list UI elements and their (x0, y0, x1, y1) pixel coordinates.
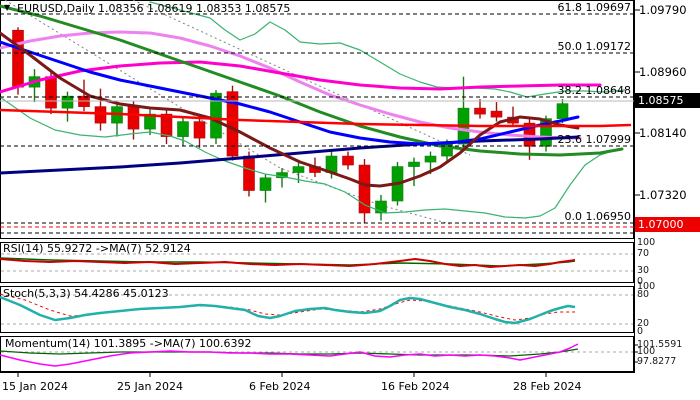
mom-scale-100: 100 (637, 346, 656, 357)
rsi-scale-100: 100 (637, 237, 656, 248)
stoch-scale-80: 80 (637, 289, 650, 300)
candle-body (12, 29, 24, 88)
symbol-dropdown-icon[interactable]: ▼ (4, 3, 11, 12)
fib-label-0-0: 0.0 1.06950 (564, 210, 631, 223)
date-label: 28 Feb 2024 (513, 380, 582, 393)
mom-scale-high: 101.5591 (637, 339, 683, 350)
price-axis-label: 1.09790 (639, 3, 687, 17)
ma-green (0, 4, 624, 157)
rsi-scale-30: 30 (637, 265, 650, 276)
momentum-panel-title: Momentum(14) 101.3895 ->MA(7) 100.6392 (5, 337, 252, 350)
candle-body (259, 177, 272, 191)
candle-body (193, 121, 206, 139)
candle-body (408, 161, 420, 167)
candle-body (424, 155, 437, 163)
price-axis-label: 1.07320 (639, 188, 687, 202)
price-axis-label: 1.08140 (639, 126, 687, 140)
candle-body (144, 113, 156, 130)
rsi-scale-70: 70 (637, 248, 650, 259)
fib-label-61-8: 61.8 1.09697 (557, 1, 631, 14)
ma-navy (0, 135, 580, 175)
ma-magenta (0, 60, 602, 94)
chart-title: EURUSD,Daily 1.08356 1.08619 1.08353 1.0… (17, 2, 291, 15)
mom-main-line (0, 343, 579, 367)
bb-lower (0, 96, 616, 219)
date-label: 25 Jan 2024 (117, 380, 183, 393)
fib-label-38-2: 38.2 1.08648 (557, 84, 631, 97)
candle-body (210, 92, 222, 139)
stoch-scale-0: 0 (637, 326, 644, 337)
current-price-badge: 1.08575 (635, 93, 700, 108)
stoch-scale-100: 100 (637, 281, 656, 292)
candle-body (375, 200, 387, 214)
dotted-trendline-1 (4, 0, 451, 225)
rsi-panel-title: RSI(14) 55.9272 ->MA(7) 52.9124 (3, 242, 191, 255)
candle-body (342, 155, 354, 166)
mom-scale-low: 97.8277 (637, 356, 677, 367)
candle-body (160, 113, 173, 137)
fib-label-23-6: 23.6 1.07999 (557, 133, 631, 146)
candle-body (358, 164, 371, 214)
dotted-trendline-2 (132, 0, 471, 156)
stoch-panel-title: Stoch(5,3,3) 54.4286 45.0123 (3, 287, 169, 300)
candle-body (45, 76, 57, 109)
candle-body (226, 91, 239, 157)
candle-body (490, 110, 503, 118)
stoch-main-line (0, 295, 576, 325)
candle-body (127, 106, 140, 130)
support-price-badge: 1.07000 (635, 217, 700, 232)
candle-body (61, 95, 74, 109)
fib-label-50-0: 50.0 1.09172 (557, 40, 631, 53)
price-axis-label: 1.08960 (639, 65, 687, 79)
candle-body (556, 103, 569, 119)
ma-maroon (0, 31, 580, 188)
candle-body (474, 107, 486, 115)
bb-upper (149, 1, 626, 98)
date-label: 6 Feb 2024 (249, 380, 311, 393)
candle-body (177, 121, 189, 137)
candle-body (243, 155, 255, 191)
rsi-scale-0: 0 (637, 276, 644, 287)
ma-red (0, 108, 632, 128)
candle-body (94, 106, 107, 124)
date-label: 16 Feb 2024 (381, 380, 450, 393)
candle-body (292, 166, 305, 173)
stoch-scale-20: 20 (637, 318, 650, 329)
rsi-main-line (0, 258, 576, 268)
date-label: 15 Jan 2024 (2, 380, 68, 393)
